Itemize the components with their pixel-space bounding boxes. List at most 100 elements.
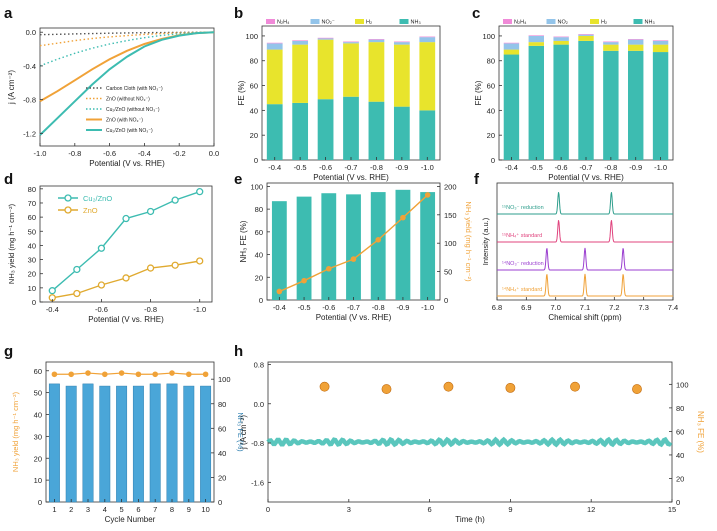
panel-a-legend-label: Carbon Cloth (with NO₃⁻) [106,86,163,92]
panel-c-ytick-label: 0 [491,156,495,165]
panel-g-fe-point [102,371,108,378]
panel-e-xtick-label: -0.7 [347,303,360,312]
panel-b-xtick-label: -0.7 [345,163,358,172]
panel-d-ytick-label: 10 [28,284,36,293]
panel-c-legend-label: N₂H₄ [514,20,527,26]
panel-c-bar-seg [628,50,644,160]
panel-e-yield-point [424,192,431,198]
panel-e-ytick-label: 100 [250,182,263,191]
panel-f-spectrum-label: ¹⁴NO₃⁻ reduction [502,260,544,267]
panel-b-legend-label: NO₂⁻ [322,20,335,26]
panel-d-point [146,264,155,272]
panel-g-xlabel: Cycle Number [105,515,156,524]
panel-c-bar-seg [628,44,644,51]
panel-f-spectrum [497,192,673,215]
panel-b-bar-seg [292,102,309,160]
panel-h-ylabel-left: j (A cm⁻²) [239,415,248,450]
panel-e-bar [395,189,411,300]
panel-f-spectrum-label: ¹⁵NO₃⁻ reduction [502,204,544,211]
panel-d-ylabel: NH₃ yield (mg h⁻¹ cm⁻²) [7,203,16,284]
panel-b-legend-swatch [310,19,320,24]
panel-a-series-4 [39,31,215,136]
panel-c-bar-seg [528,35,544,36]
panel-e-bar [370,192,386,300]
panel-b-bar-seg [419,37,436,43]
panel-a-frame [39,27,215,147]
panel-c-bar-seg [652,40,669,45]
panel-c-bar-seg [603,50,619,160]
panel-a-legend-label: ZnO (without NO₃⁻) [106,97,150,103]
panel-f-xtick-label: 7.1 [580,303,590,312]
panel-d-ytick-label: 60 [28,213,36,222]
panel-b-xtick-label: -0.8 [370,163,383,172]
panel-c-legend-label: NH₃ [645,20,655,26]
panel-g-ytick-label-right: 80 [218,400,226,409]
panel-b-bar-seg [419,42,436,111]
panel-g-ytick-label-right: 100 [218,375,231,384]
panel-h-xtick-label: 9 [508,505,512,514]
panel-b-xlabel: Potential (V vs. RHE) [313,173,389,182]
panel-f-spectrum [497,220,673,243]
panel-e-ytick-label-right: 50 [444,268,452,277]
panel-f-xtick-label: 7.0 [550,303,560,312]
panel-c-legend-swatch [503,19,512,24]
panel-c-bar-seg [578,40,594,161]
panel-b-xtick-label: -0.9 [395,163,408,172]
panel-e-xlabel: Potential (V vs. RHE) [316,313,392,322]
panel-g-fe-point [152,371,158,378]
panel-c-bar-seg [503,49,520,55]
panel-e-yield-point [400,214,406,221]
panel-a-xtick-label: -0.6 [103,149,116,158]
panel-c-bar-seg [652,40,669,41]
panel-e-bar [296,196,312,300]
panel-b-bar-seg [368,42,385,102]
panel-e-yield-point [301,277,307,284]
panel-h-xtick-label: 15 [668,505,676,514]
panel-h-ytick-label-right: 60 [676,427,684,436]
panel-f-xtick-label: 7.4 [668,303,678,312]
panel-c-xtick-label: -0.5 [530,163,543,172]
panel-c-xtick-label: -0.4 [505,163,518,172]
panel-c-bar-seg [528,35,544,43]
panel-c-bar-seg [553,37,569,41]
panel-g-bar [82,383,94,503]
panel-g-bar [183,385,195,503]
panel-c-bar-seg [578,34,594,35]
panel-b-bar-seg [393,44,410,107]
panel-h-ytick-label: -1.6 [251,478,264,487]
panel-b-bar-seg [317,99,334,160]
panel-c-xtick-label: -0.6 [555,163,568,172]
panel-g-ylabel-left: NH₃ yield (mg h⁻¹ cm⁻²) [11,391,20,472]
panel-c-bar-seg [652,52,669,160]
panel-e-bar [271,201,287,300]
panel-c-ytick-label: 80 [487,57,495,66]
panel-b-bar-seg [343,42,359,44]
panel-a-ylabel: j (A cm⁻²) [7,70,16,105]
panel-g-ytick-label-right: 20 [218,473,226,482]
panel-g-xtick-label: 8 [170,505,174,514]
panel-b-legend-swatch [355,19,364,24]
panel-c-xtick-label: -0.8 [604,163,617,172]
panel-b-bar-seg [292,44,309,103]
panel-e-ytick-label-right: 0 [444,296,448,305]
panel-e-xtick-label: -0.4 [273,303,286,312]
panel-d-ytick-label: 70 [28,199,36,208]
panel-b-ytick-label: 20 [250,131,258,140]
panel-c-ytick-label: 60 [487,82,495,91]
panel-d-ytick-label: 40 [28,241,36,250]
panel-e-xtick-label: -0.8 [372,303,385,312]
panel-label-f: f [474,171,480,188]
panel-c-xtick-label: -1.0 [654,163,667,172]
panel-d-ytick-label: 80 [28,185,36,194]
panel-b-bar-seg [368,101,385,160]
panel-e-ytick-label-right: 200 [444,182,457,191]
panel-b-bar-seg [266,42,283,44]
panel-b-bar-seg [343,96,359,160]
panel-f-ylabel: Intensity (a.u.) [481,217,490,265]
panel-c-legend-swatch [633,19,643,24]
panel-d-point [196,188,204,196]
panel-g-fe-point [202,371,209,378]
panel-f-xtick-label: 7.2 [609,303,619,312]
panel-h-ylabel-right: NH₃ FE (%) [696,411,705,453]
panel-c-bar-seg [528,42,544,46]
